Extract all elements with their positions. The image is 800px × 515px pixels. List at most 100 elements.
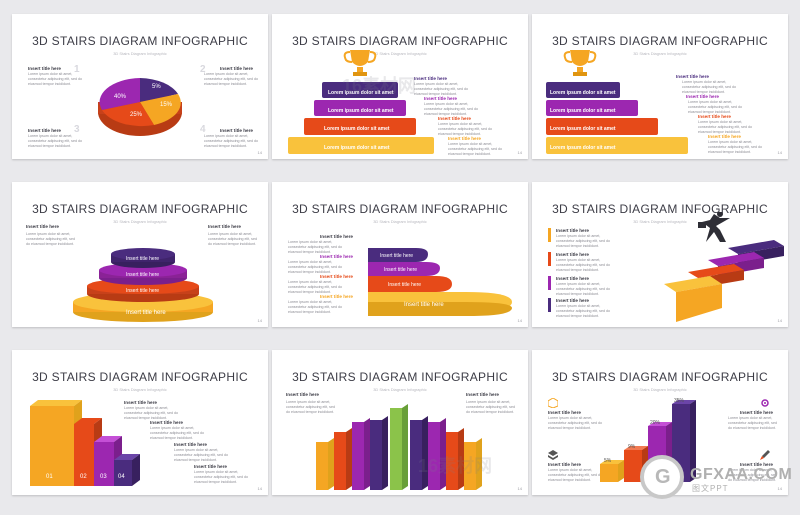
slide-3d-bars-descending[interactable]: 3D STAIRS DIAGRAM INFOGRAPHIC 3D Stairs …: [12, 350, 268, 495]
slide-subtitle: 3D Stairs Diagram Infographic: [633, 219, 687, 224]
stair-label: Insert title here: [126, 310, 166, 316]
bar-number: 04: [118, 474, 125, 480]
stair-label: Lorem ipsum dolor sit amet: [550, 108, 616, 114]
item-title: Insert title here: [556, 276, 589, 281]
box-icon: [548, 398, 558, 408]
page-number: 14: [517, 486, 522, 491]
stair-level-4: [546, 82, 620, 98]
item-body: Lorem ipsum dolor sit amet, consectetur …: [438, 122, 492, 136]
bar-percent: 5%: [604, 458, 612, 464]
slide-cylinder-stairs[interactable]: 3D STAIRS DIAGRAM INFOGRAPHIC 3D Stairs …: [12, 182, 268, 327]
stair-label: Insert title here: [126, 256, 159, 262]
slide-3d-bars-peak[interactable]: 3D STAIRS DIAGRAM INFOGRAPHIC 3D Stairs …: [272, 350, 528, 495]
bar-number: 03: [100, 474, 107, 480]
slide-trophy-stairs-right[interactable]: 3D STAIRS DIAGRAM INFOGRAPHIC 3D Stairs …: [532, 14, 788, 159]
page-number: 14: [777, 150, 782, 155]
gfxaa-logo-letter: G: [655, 466, 671, 488]
item-body: Lorem ipsum dolor sit amet, consectetur …: [556, 258, 610, 272]
slide-subtitle: 3D Stairs Diagram Infographic: [113, 387, 167, 392]
item-body: Lorem ipsum dolor sit amet, consectetur …: [688, 100, 742, 114]
item-body: Lorem ipsum dolor sit amet, consectetur …: [698, 120, 752, 134]
item-body: Lorem ipsum dolor sit amet, consectetur …: [26, 232, 75, 246]
item-title: Insert title here: [174, 442, 207, 447]
color-marker: [548, 252, 551, 266]
item-title: Insert title here: [556, 228, 589, 233]
item-body: Lorem ipsum dolor sit amet, consectetur …: [124, 406, 178, 420]
slide-title: 3D STAIRS DIAGRAM INFOGRAPHIC: [552, 34, 768, 48]
stair-label: Lorem ipsum dolor sit amet: [324, 126, 390, 132]
item-title: Insert title here: [124, 400, 157, 405]
stair-label: Lorem ipsum dolor sit amet: [324, 145, 390, 151]
item-body: Lorem ipsum dolor sit amet, consectetur …: [556, 282, 610, 296]
item-body: Lorem ipsum dolor sit amet, consectetur …: [556, 234, 610, 248]
bar-percent: 20%: [650, 420, 661, 426]
stair-level-2: [304, 118, 416, 135]
item-body: Lorem ipsum dolor sit amet, consectetur …: [466, 400, 515, 414]
page-number: 14: [257, 486, 262, 491]
item-body: Lorem ipsum dolor sit amet, consectetur …: [150, 426, 204, 440]
pie-label: 25%: [130, 112, 143, 118]
stair-level-3: [314, 100, 406, 116]
slide-title: 3D STAIRS DIAGRAM INFOGRAPHIC: [32, 34, 248, 48]
pie-label: 15%: [160, 102, 173, 108]
item-title: Insert title here: [556, 298, 589, 303]
step-number: 1: [74, 64, 80, 75]
item-title: Insert title here: [556, 252, 589, 257]
step-number: 2: [200, 64, 206, 75]
item-body: Lorem ipsum dolor sit amet, consectetur …: [556, 304, 610, 318]
item-title: Insert title here: [26, 224, 59, 229]
item-body: Lorem ipsum dolor sit amet, consectetur …: [728, 416, 777, 430]
slide-runner-stairs[interactable]: 3D STAIRS DIAGRAM INFOGRAPHIC 3D Stairs …: [532, 182, 788, 327]
item-title: Insert title here: [220, 128, 253, 133]
item-title: Insert title here: [466, 392, 499, 397]
item-body: Lorem ipsum dolor sit amet, consectetur …: [174, 448, 228, 462]
stair-label: Lorem ipsum dolor sit amet: [550, 126, 616, 132]
item-title: Insert title here: [208, 224, 241, 229]
slide-subtitle: 3D Stairs Diagram Infographic: [633, 387, 687, 392]
item-title: Insert title here: [698, 114, 731, 119]
stair-label: Lorem ipsum dolor sit amet: [328, 90, 394, 96]
item-body: Lorem ipsum dolor sit amet, consectetur …: [204, 134, 258, 148]
bar-percent: 35%: [674, 398, 685, 404]
item-body: Lorem ipsum dolor sit amet, consectetur …: [414, 82, 468, 96]
stack-icon: [548, 450, 558, 460]
trophy-icon: [343, 50, 377, 76]
item-title: Insert title here: [286, 392, 319, 397]
slide-title: 3D STAIRS DIAGRAM INFOGRAPHIC: [292, 370, 508, 384]
item-title: Insert title here: [220, 66, 253, 71]
stair-label: Insert title here: [126, 288, 159, 294]
item-title: Insert title here: [548, 410, 581, 415]
stair-label: Insert title here: [126, 272, 159, 278]
item-body: Lorem ipsum dolor sit amet, consectetur …: [728, 468, 777, 482]
stair-level-3: [546, 100, 638, 116]
slide-title: 3D STAIRS DIAGRAM INFOGRAPHIC: [292, 202, 508, 216]
item-body: Lorem ipsum dolor sit amet, consectetur …: [548, 468, 602, 482]
item-body: Lorem ipsum dolor sit amet, consectetur …: [448, 142, 502, 156]
stair-label: Insert title here: [380, 253, 413, 259]
bar-number: 02: [80, 474, 87, 480]
item-body: Lorem ipsum dolor sit amet, consectetur …: [548, 416, 602, 430]
slide-trophy-stairs[interactable]: 3D STAIRS DIAGRAM INFOGRAPHIC 3D Stairs …: [272, 14, 528, 159]
step-number: 3: [74, 124, 80, 135]
page-number: 14: [777, 486, 782, 491]
item-body: Lorem ipsum dolor sit amet, consectetur …: [204, 72, 258, 86]
gfxaa-brand: GFXAA.COM: [690, 466, 793, 483]
color-marker: [548, 276, 551, 290]
item-title: Insert title here: [320, 274, 353, 279]
slide-subtitle: 3D Stairs Diagram Infographic: [373, 219, 427, 224]
color-marker: [548, 298, 551, 312]
slide-title: 3D STAIRS DIAGRAM INFOGRAPHIC: [32, 370, 248, 384]
item-body: Lorem ipsum dolor sit amet, consectetur …: [286, 400, 335, 414]
item-title: Insert title here: [194, 464, 227, 469]
page-number: 14: [517, 150, 522, 155]
pie-label: 40%: [114, 94, 127, 100]
diagonal-stairs: [664, 212, 784, 322]
item-body: Lorem ipsum dolor sit amet, consectetur …: [682, 80, 736, 94]
slide-subtitle: 3D Stairs Diagram Infographic: [633, 51, 687, 56]
slide-title: 3D STAIRS DIAGRAM INFOGRAPHIC: [552, 202, 768, 216]
slide-pie-3d[interactable]: 3D STAIRS DIAGRAM INFOGRAPHIC 3D Stairs …: [12, 14, 268, 159]
watermark: 16素材网: [418, 456, 493, 476]
slide-cylinder-stairs-right[interactable]: 3D STAIRS DIAGRAM INFOGRAPHIC 3D Stairs …: [272, 182, 528, 327]
slide-title: 3D STAIRS DIAGRAM INFOGRAPHIC: [32, 202, 248, 216]
item-title: Insert title here: [320, 254, 353, 259]
